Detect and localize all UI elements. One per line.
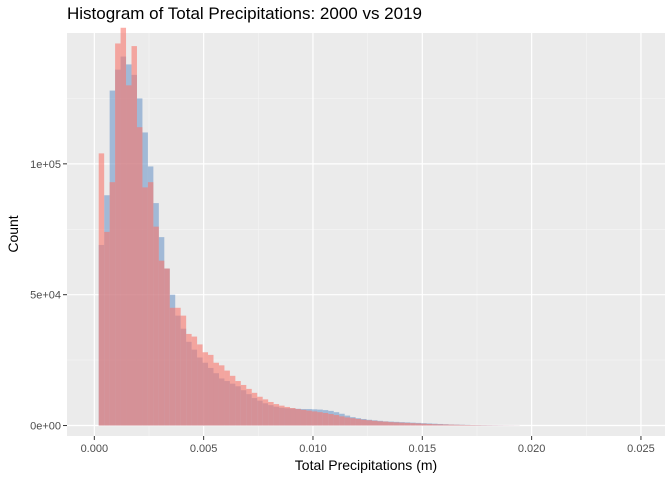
series-2-bars	[98, 27, 520, 426]
histogram-bar	[328, 414, 334, 426]
histogram-bar	[136, 127, 143, 426]
histogram-bar	[180, 315, 187, 426]
histogram-bar	[224, 370, 230, 426]
histogram-bar	[443, 424, 449, 426]
x-tick-label: 0.005	[190, 443, 218, 455]
histogram-bar	[333, 415, 340, 426]
histogram-bar	[158, 260, 165, 426]
histogram-bar	[229, 375, 236, 426]
histogram-bar	[268, 401, 274, 426]
histogram-bar	[377, 421, 383, 426]
histogram-bar	[98, 153, 105, 426]
histogram-bar	[300, 409, 307, 426]
histogram-bar	[191, 336, 198, 426]
histogram-bar	[366, 420, 373, 426]
histogram-bar	[350, 418, 356, 426]
histogram-bar	[415, 423, 422, 426]
histogram-bar	[355, 418, 362, 426]
histogram-bar	[273, 404, 280, 426]
histogram-bar	[147, 182, 154, 426]
histogram-bar	[202, 352, 209, 426]
histogram-bar	[426, 423, 433, 426]
x-tick-label: 0.015	[409, 443, 437, 455]
histogram-bar	[344, 417, 351, 426]
histogram-bar	[437, 424, 444, 426]
histogram-bar	[186, 333, 192, 426]
x-axis-title: Total Precipitations (m)	[295, 457, 437, 473]
histogram-bar	[448, 424, 455, 426]
x-tick-label: 0.000	[81, 443, 109, 455]
histogram-bar	[208, 354, 214, 426]
histogram-bar	[372, 420, 378, 426]
histogram-bar	[464, 425, 471, 426]
histogram-bar	[382, 421, 389, 426]
histogram-bar	[115, 43, 121, 426]
histogram-bar	[164, 268, 170, 426]
histogram-bar	[311, 411, 318, 426]
histogram-bar	[459, 424, 465, 426]
histogram-bar	[218, 365, 225, 426]
histogram-bar	[306, 410, 312, 426]
histogram-bar	[240, 384, 247, 426]
histogram-bar	[213, 362, 219, 426]
histogram-bar	[317, 412, 323, 426]
histogram-bar	[235, 381, 241, 426]
histogram-bar	[279, 405, 285, 426]
histogram-bar	[197, 344, 203, 426]
bars-layer	[98, 27, 520, 426]
histogram-bar	[246, 388, 252, 426]
histogram-bar	[104, 231, 110, 426]
x-tick-label: 0.025	[627, 443, 655, 455]
histogram-bar	[251, 392, 258, 426]
histogram-bar	[284, 406, 291, 426]
x-tick-label: 0.010	[299, 443, 327, 455]
histogram-bar	[290, 407, 296, 426]
ticks-layer: 0.000 0.005 0.010 0.015 0.020 0.025 0e+00 5e+04…	[30, 159, 655, 455]
y-tick-label: 5e+04	[30, 290, 61, 302]
histogram-bar	[388, 422, 394, 426]
histogram-bar	[257, 396, 263, 426]
histogram-bar	[454, 424, 460, 426]
x-tick-label: 0.020	[518, 443, 546, 455]
histogram-bar	[295, 409, 301, 426]
histogram-bar	[432, 424, 438, 426]
histogram-bar	[126, 85, 132, 426]
histogram-bar	[262, 399, 269, 426]
histogram-bar	[175, 307, 181, 426]
histogram-bar	[404, 422, 411, 426]
histogram-bar	[339, 416, 345, 426]
histogram-bar	[322, 412, 329, 426]
histogram-bar	[131, 46, 137, 426]
histogram-bar	[142, 187, 148, 426]
histogram-bar	[399, 422, 405, 426]
histogram-bar	[109, 182, 116, 426]
y-tick-label: 1e+05	[30, 159, 61, 171]
histogram-bar	[120, 27, 127, 426]
histogram-bar	[361, 419, 367, 426]
y-axis-title: Count	[5, 215, 21, 252]
histogram-bar	[410, 423, 416, 426]
histogram-bar	[153, 226, 159, 426]
y-tick-label: 0e+00	[30, 421, 61, 433]
histogram-bar	[421, 423, 427, 426]
histogram-bar	[169, 307, 176, 426]
chart-title: Histogram of Total Precipitations: 2000 …	[67, 4, 422, 23]
histogram-bar	[393, 422, 400, 426]
